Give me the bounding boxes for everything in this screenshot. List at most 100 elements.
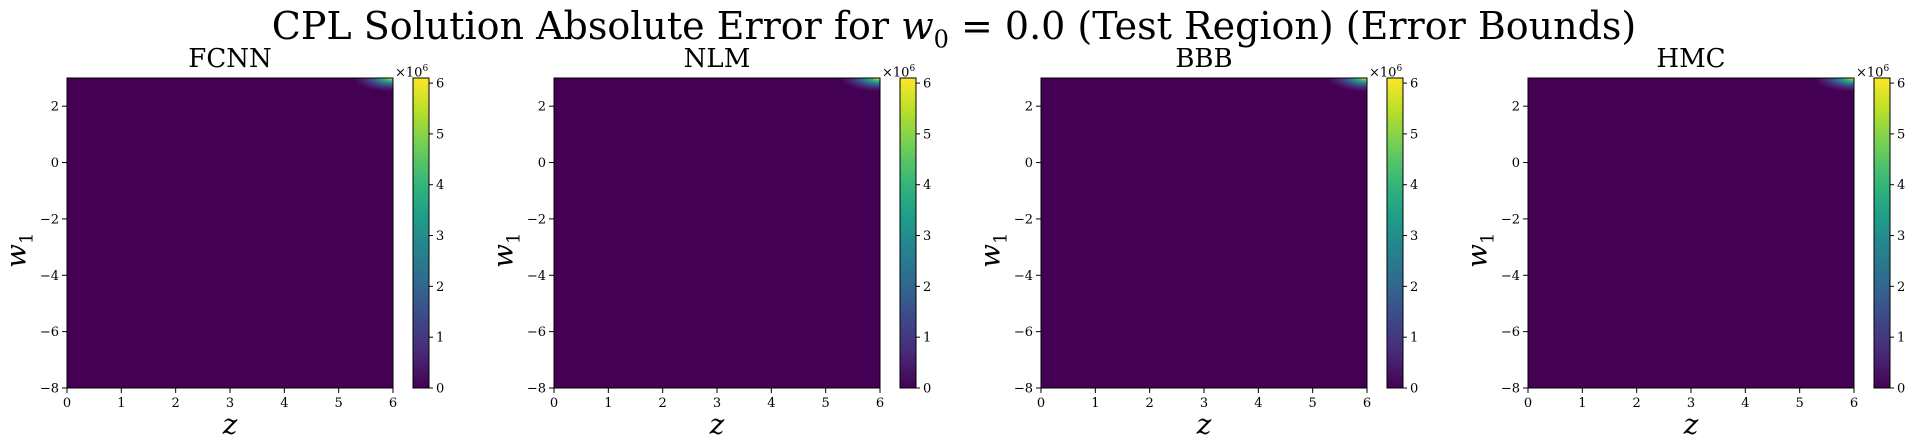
colorbar-tick-label: 6 (1410, 77, 1418, 92)
colorbar-tick-label: 0 (436, 382, 444, 397)
colorbar-tick-label: 6 (1897, 77, 1905, 92)
x-tick-label: 3 (713, 396, 721, 411)
x-tick-label: 0 (1524, 396, 1532, 411)
y-axis-label: w1 (486, 232, 525, 269)
colorbar-tick-label: 1 (1410, 331, 1418, 346)
y-tick-label: 2 (51, 100, 59, 115)
x-axis-label: z (1196, 408, 1212, 441)
x-tick-label: 5 (822, 396, 830, 411)
x-axis-label: z (1683, 408, 1699, 441)
colorbar-tick-label: 4 (923, 178, 931, 193)
y-tick-label: −2 (1501, 212, 1520, 227)
y-tick-label: −8 (40, 382, 59, 397)
heatmap-svg: 0 1 2 3 4 5 6 2 0 −2 −4 −6 −8 0 1 2 3 4 5 6 (40, 77, 444, 411)
colorbar-tick-label: 2 (1897, 280, 1905, 295)
colorbar-multiplier: ×106 (1369, 64, 1403, 81)
y-tick-label: −8 (1014, 382, 1033, 397)
error-hotspot (1707, 78, 1854, 128)
colorbar-tick-label: 3 (923, 229, 931, 244)
x-axis-label: z (222, 408, 238, 441)
panel-title: FCNN (188, 44, 272, 74)
x-tick-label: 4 (767, 396, 775, 411)
colorbar (899, 77, 917, 389)
heatmap-field (67, 78, 393, 388)
x-tick-label: 4 (280, 396, 288, 411)
y-axis-label: w1 (1460, 232, 1499, 269)
colorbar-tick-label: 0 (923, 382, 931, 397)
colorbar (412, 77, 430, 389)
x-tick-label: 0 (1037, 396, 1045, 411)
x-tick-label: 6 (389, 396, 397, 411)
x-tick-label: 1 (1091, 396, 1099, 411)
colorbar-tick-label: 4 (436, 178, 444, 193)
y-tick-label: −6 (527, 325, 546, 340)
colorbar-tick-label: 1 (923, 331, 931, 346)
error-hotspot (246, 78, 393, 128)
x-tick-label: 0 (550, 396, 558, 411)
x-tick-label: 0 (63, 396, 71, 411)
y-tick-label: −6 (40, 325, 59, 340)
heatmap-field (1041, 78, 1367, 388)
colorbar-tick-label: 6 (436, 77, 444, 92)
x-tick-label: 2 (659, 396, 667, 411)
page-title: CPL Solution Absolute Error for w0 = 0.0… (271, 4, 1637, 54)
colorbar (1873, 77, 1891, 389)
chart-panel-nlm: 0 1 2 3 4 5 6 2 0 −2 −4 −6 −8 0 1 2 3 4 5 6 NLM z w1 ×106 (487, 0, 963, 448)
colorbar (1386, 77, 1404, 389)
colorbar-tick-label: 3 (1410, 229, 1418, 244)
heatmap-svg: 0 1 2 3 4 5 6 2 0 −2 −4 −6 −8 0 1 2 3 4 5 6 (1014, 77, 1418, 411)
x-tick-label: 1 (117, 396, 125, 411)
error-hotspot (733, 78, 880, 128)
heatmap-svg: 0 1 2 3 4 5 6 2 0 −2 −4 −6 −8 0 1 2 3 4 5 6 (1501, 77, 1905, 411)
y-tick-label: −2 (40, 212, 59, 227)
y-tick-label: −4 (1014, 269, 1033, 284)
colorbar-tick-label: 0 (1410, 382, 1418, 397)
panel-title: NLM (683, 44, 751, 74)
y-tick-label: 2 (1025, 100, 1033, 115)
x-tick-label: 5 (1796, 396, 1804, 411)
y-tick-label: −4 (1501, 269, 1520, 284)
y-tick-label: −2 (527, 212, 546, 227)
heatmap-field (554, 78, 880, 388)
panel-title: BBB (1175, 44, 1233, 74)
y-axis-label: w1 (973, 232, 1012, 269)
y-tick-label: −6 (1501, 325, 1520, 340)
x-tick-label: 4 (1254, 396, 1262, 411)
chart-panel-hmc: 0 1 2 3 4 5 6 2 0 −2 −4 −6 −8 0 1 2 3 4 5 6 HMC z w1 ×106 (1461, 0, 1908, 448)
chart-panel-bbb: 0 1 2 3 4 5 6 2 0 −2 −4 −6 −8 0 1 2 3 4 5 6 BBB z w1 ×106 (974, 0, 1450, 448)
y-tick-label: −8 (527, 382, 546, 397)
x-tick-label: 1 (1578, 396, 1586, 411)
x-tick-label: 6 (1363, 396, 1371, 411)
y-tick-label: 0 (1512, 156, 1520, 171)
colorbar-multiplier: ×106 (395, 64, 429, 81)
x-tick-label: 3 (1687, 396, 1695, 411)
colorbar-tick-label: 1 (1897, 331, 1905, 346)
y-tick-label: −6 (1014, 325, 1033, 340)
y-tick-label: −4 (40, 269, 59, 284)
y-tick-label: 0 (51, 156, 59, 171)
y-axis-label: w1 (0, 232, 38, 269)
colorbar-multiplier: ×106 (1856, 64, 1890, 81)
y-tick-label: 2 (1512, 100, 1520, 115)
chart-panel-fcnn: 0 1 2 3 4 5 6 2 0 −2 −4 −6 −8 0 1 2 3 4 5 6 FCNN z w1 ×106 (0, 0, 476, 448)
x-tick-label: 2 (172, 396, 180, 411)
x-tick-label: 3 (226, 396, 234, 411)
x-tick-label: 1 (604, 396, 612, 411)
x-tick-label: 2 (1146, 396, 1154, 411)
colorbar-tick-label: 4 (1897, 178, 1905, 193)
colorbar-tick-label: 1 (436, 331, 444, 346)
colorbar-tick-label: 5 (1410, 127, 1418, 142)
x-tick-label: 6 (876, 396, 884, 411)
x-tick-label: 2 (1633, 396, 1641, 411)
y-tick-label: −2 (1014, 212, 1033, 227)
y-tick-label: −4 (527, 269, 546, 284)
x-tick-label: 5 (335, 396, 343, 411)
heatmap-field (1528, 78, 1854, 388)
colorbar-tick-label: 5 (436, 127, 444, 142)
colorbar-tick-label: 5 (923, 127, 931, 142)
error-hotspot (1220, 78, 1367, 128)
panel-title: HMC (1656, 44, 1726, 74)
x-tick-label: 4 (1741, 396, 1749, 411)
y-tick-label: 2 (538, 100, 546, 115)
colorbar-tick-label: 3 (436, 229, 444, 244)
